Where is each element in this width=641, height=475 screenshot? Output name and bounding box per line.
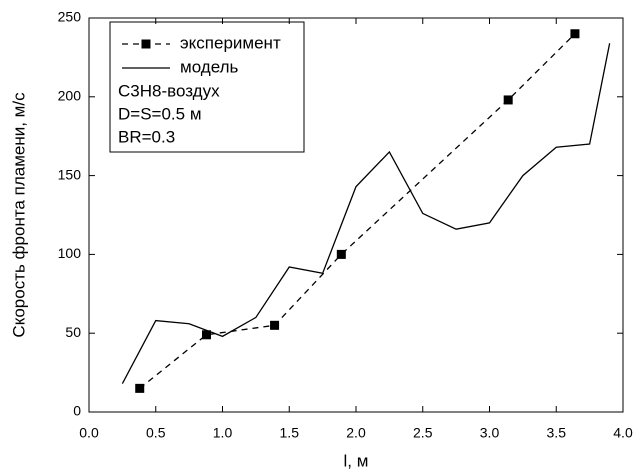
y-tick-label: 0: [73, 403, 81, 419]
marker: [135, 383, 145, 393]
legend-label: эксперимент: [180, 33, 281, 52]
x-tick-label: 1.0: [213, 425, 233, 441]
x-tick-label: 3.0: [480, 425, 500, 441]
y-tick-label: 250: [58, 9, 82, 25]
annotation: BR=0.3: [118, 127, 175, 146]
series-line: [139, 33, 576, 389]
annotation: D=S=0.5 м: [118, 104, 202, 123]
y-axis-label: Скорость фронта пламени, м/с: [9, 92, 28, 338]
x-tick-label: 0.5: [146, 425, 166, 441]
y-tick-label: 200: [58, 88, 82, 104]
y-tick-label: 50: [65, 324, 81, 340]
marker: [270, 320, 280, 330]
y-tick-label: 150: [58, 166, 82, 182]
legend-marker: [141, 39, 151, 49]
marker: [570, 29, 580, 39]
y-tick-label: 100: [58, 245, 82, 261]
x-tick-label: 2.0: [346, 425, 366, 441]
x-tick-label: 0.0: [79, 425, 99, 441]
series-line: [121, 43, 611, 384]
x-tick-label: 2.5: [413, 425, 433, 441]
x-tick-label: 3.5: [547, 425, 567, 441]
marker: [336, 249, 346, 259]
legend-label: модель: [180, 57, 238, 76]
x-tick-label: 4.0: [613, 425, 633, 441]
x-tick-label: 1.5: [280, 425, 300, 441]
marker: [503, 95, 513, 105]
annotation: C3H8-воздух: [118, 81, 220, 100]
x-axis-label: l, м: [344, 451, 369, 470]
marker: [201, 330, 211, 340]
